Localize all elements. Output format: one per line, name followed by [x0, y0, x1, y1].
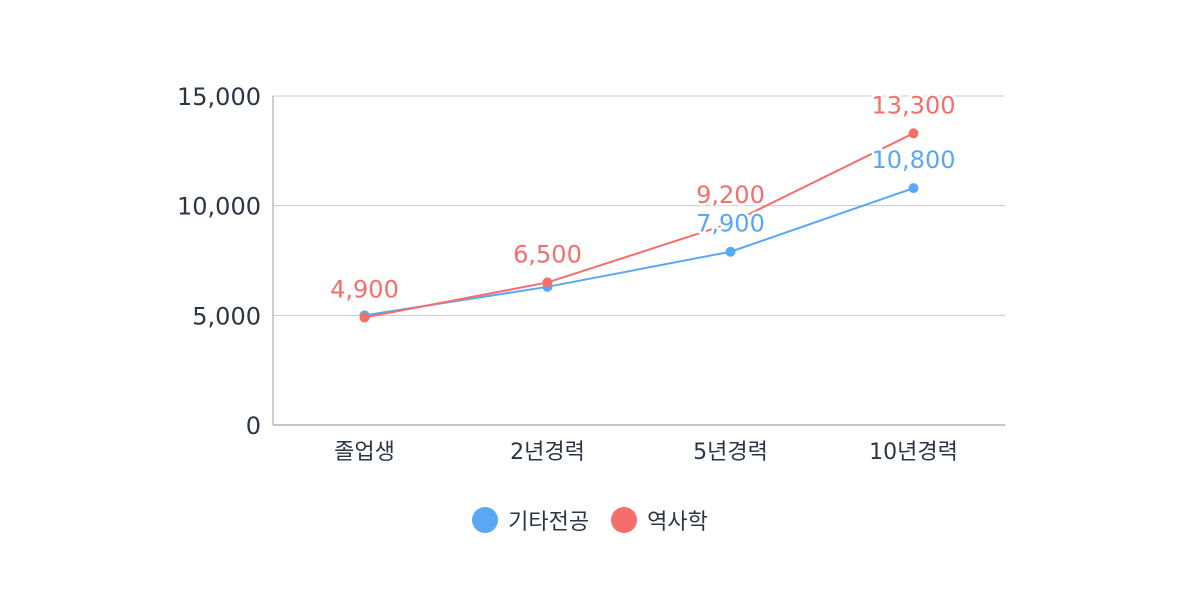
y-tick-label: 10,000 — [177, 193, 261, 221]
x-tick-label: 5년경력 — [693, 440, 768, 465]
series-line-1 — [364, 132, 914, 319]
y-tick-label: 0 — [246, 412, 261, 440]
axes — [272, 96, 1005, 426]
data-label: 10,800 — [872, 146, 956, 174]
data-point — [908, 128, 919, 139]
y-tick-label: 5,000 — [192, 302, 261, 330]
data-label: 13,300 — [872, 91, 956, 119]
data-label: 9,200 — [696, 181, 765, 209]
y-tick-labels: 0 5,000 10,000 15,000 — [177, 83, 261, 440]
data-point — [725, 246, 736, 257]
data-labels: 7,900 10,800 4,900 6,500 9,200 13,300 — [328, 89, 958, 306]
data-point — [359, 312, 370, 323]
legend: 기타전공 역사학 — [0, 504, 1180, 536]
data-label: 6,500 — [513, 240, 582, 268]
series-line-0 — [364, 187, 914, 317]
x-tick-label: 졸업생 — [334, 440, 395, 465]
data-point — [542, 277, 553, 288]
data-label: 7,900 — [696, 210, 765, 238]
legend-marker-icon — [472, 507, 499, 533]
legend-label: 기타전공 — [508, 510, 590, 535]
legend-item-series-0[interactable]: 기타전공 — [472, 504, 589, 536]
x-tick-label: 10년경력 — [869, 440, 958, 465]
series-lines — [364, 132, 914, 319]
series-points — [359, 128, 919, 323]
data-point — [908, 183, 919, 194]
data-label: 4,900 — [330, 276, 399, 304]
data-point — [725, 218, 736, 229]
legend-label: 역사학 — [647, 510, 708, 535]
legend-marker-icon — [611, 507, 638, 533]
x-tick-label: 2년경력 — [510, 440, 585, 465]
y-tick-label: 15,000 — [177, 83, 261, 111]
gridlines — [273, 95, 1005, 316]
x-tick-labels: 졸업생 2년경력 5년경력 10년경력 — [334, 440, 958, 465]
legend-item-series-1[interactable]: 역사학 — [611, 504, 708, 536]
